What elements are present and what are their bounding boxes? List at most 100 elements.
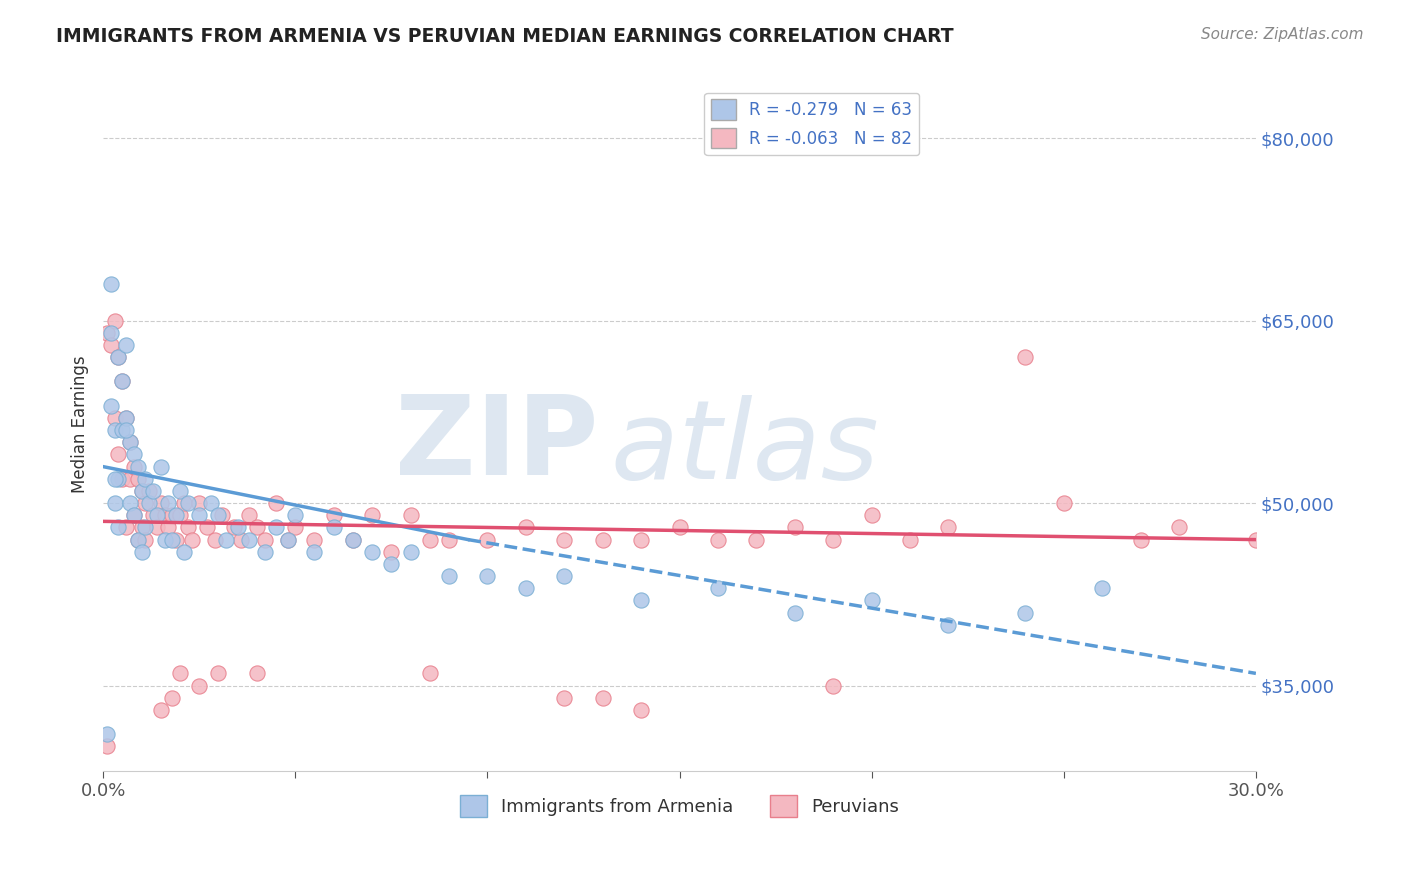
Point — [304, 545, 326, 559]
Point — [188, 496, 211, 510]
Point — [118, 496, 141, 510]
Point — [437, 533, 460, 547]
Point — [515, 581, 537, 595]
Point — [592, 533, 614, 547]
Point — [745, 533, 768, 547]
Point — [146, 520, 169, 534]
Point — [668, 520, 690, 534]
Point — [246, 666, 269, 681]
Point — [142, 483, 165, 498]
Y-axis label: Median Earnings: Median Earnings — [72, 355, 89, 493]
Point — [630, 533, 652, 547]
Text: Source: ZipAtlas.com: Source: ZipAtlas.com — [1201, 27, 1364, 42]
Text: IMMIGRANTS FROM ARMENIA VS PERUVIAN MEDIAN EARNINGS CORRELATION CHART: IMMIGRANTS FROM ARMENIA VS PERUVIAN MEDI… — [56, 27, 953, 45]
Point — [477, 533, 499, 547]
Point — [111, 375, 134, 389]
Point — [131, 545, 153, 559]
Point — [207, 508, 229, 523]
Point — [783, 520, 806, 534]
Point — [361, 545, 384, 559]
Point — [100, 338, 122, 352]
Point — [153, 533, 176, 547]
Point — [322, 520, 344, 534]
Point — [122, 459, 145, 474]
Point — [399, 508, 422, 523]
Point — [253, 545, 276, 559]
Point — [1053, 496, 1076, 510]
Point — [169, 666, 191, 681]
Point — [104, 411, 127, 425]
Point — [860, 508, 883, 523]
Point — [938, 617, 960, 632]
Point — [138, 496, 160, 510]
Legend: Immigrants from Armenia, Peruvians: Immigrants from Armenia, Peruvians — [453, 788, 907, 824]
Point — [122, 508, 145, 523]
Point — [860, 593, 883, 607]
Point — [342, 533, 364, 547]
Point — [111, 423, 134, 437]
Point — [115, 520, 138, 534]
Point — [118, 472, 141, 486]
Point — [169, 508, 191, 523]
Point — [127, 533, 149, 547]
Point — [118, 435, 141, 450]
Point — [380, 557, 402, 571]
Point — [477, 569, 499, 583]
Point — [630, 593, 652, 607]
Point — [342, 533, 364, 547]
Point — [162, 690, 184, 705]
Point — [1129, 533, 1152, 547]
Point — [1168, 520, 1191, 534]
Point — [107, 350, 129, 364]
Point — [1014, 606, 1036, 620]
Point — [115, 423, 138, 437]
Point — [207, 666, 229, 681]
Point — [157, 520, 180, 534]
Point — [630, 703, 652, 717]
Point — [111, 472, 134, 486]
Point — [1091, 581, 1114, 595]
Point — [173, 545, 195, 559]
Point — [437, 569, 460, 583]
Point — [111, 375, 134, 389]
Point — [115, 411, 138, 425]
Point — [176, 520, 198, 534]
Point — [238, 508, 260, 523]
Point — [149, 459, 172, 474]
Point — [304, 533, 326, 547]
Point — [322, 508, 344, 523]
Point — [122, 447, 145, 461]
Point — [204, 533, 226, 547]
Point — [231, 533, 253, 547]
Point — [127, 533, 149, 547]
Point — [195, 520, 218, 534]
Point — [104, 314, 127, 328]
Point — [823, 679, 845, 693]
Point — [104, 496, 127, 510]
Point — [134, 496, 156, 510]
Point — [361, 508, 384, 523]
Point — [553, 690, 575, 705]
Point — [100, 326, 122, 340]
Point — [104, 423, 127, 437]
Point — [380, 545, 402, 559]
Point — [173, 496, 195, 510]
Point — [157, 496, 180, 510]
Point — [96, 739, 118, 754]
Point — [1014, 350, 1036, 364]
Point — [96, 326, 118, 340]
Point — [180, 533, 202, 547]
Point — [146, 508, 169, 523]
Point — [515, 520, 537, 534]
Point — [215, 533, 238, 547]
Point — [253, 533, 276, 547]
Point — [134, 533, 156, 547]
Point — [127, 459, 149, 474]
Point — [115, 338, 138, 352]
Point — [149, 496, 172, 510]
Point — [200, 496, 222, 510]
Point — [592, 690, 614, 705]
Point — [169, 483, 191, 498]
Point — [153, 508, 176, 523]
Point — [122, 508, 145, 523]
